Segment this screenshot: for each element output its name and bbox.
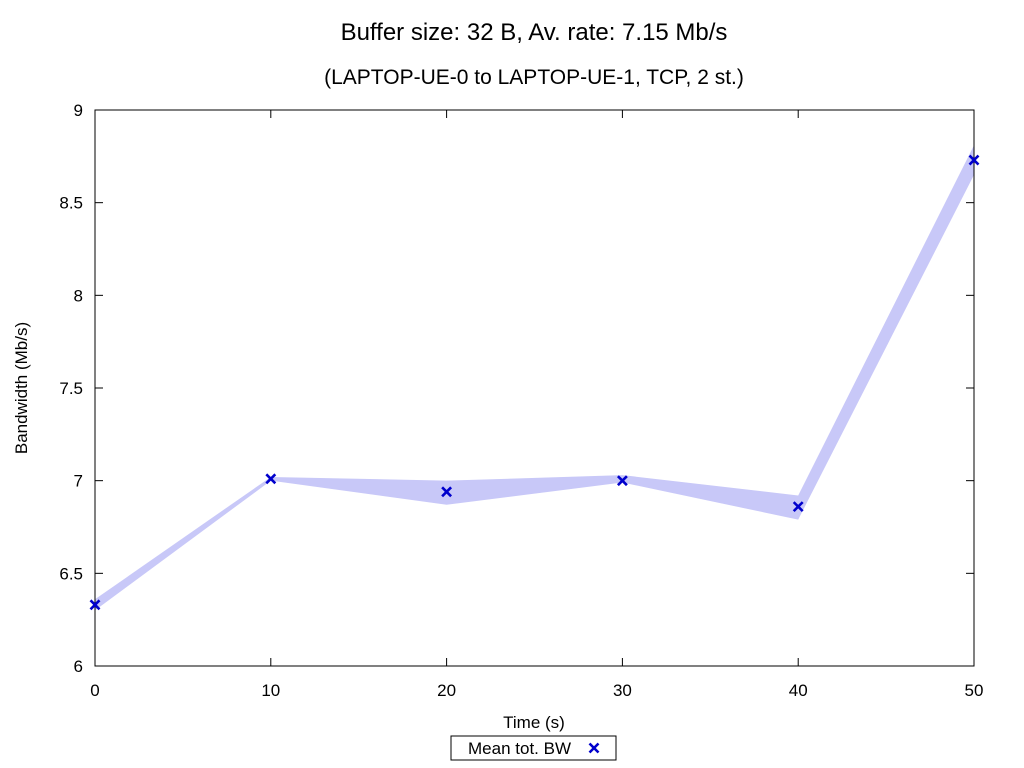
- y-tick-label: 9: [74, 101, 83, 120]
- x-axis-label: Time (s): [503, 713, 565, 732]
- marker-stroke: [265, 473, 277, 485]
- chart-title: Buffer size: 32 B, Av. rate: 7.15 Mb/s: [341, 19, 728, 46]
- band-area: [95, 145, 974, 611]
- x-tick-label: 10: [261, 681, 280, 700]
- legend: Mean tot. BW: [450, 735, 617, 761]
- series-mean-tot-bw: [89, 154, 980, 611]
- y-tick-label: 7.5: [59, 379, 83, 398]
- data-point: [792, 501, 804, 513]
- axis-ticks: [94, 109, 975, 667]
- data-point: [441, 486, 453, 498]
- confidence-band: [95, 145, 974, 611]
- marker-stroke: [441, 486, 453, 498]
- y-tick-label: 6.5: [59, 564, 83, 583]
- x-tick-label: 0: [90, 681, 99, 700]
- legend-marker: [588, 742, 600, 754]
- marker-stroke: [968, 154, 980, 166]
- y-tick-label: 6: [74, 657, 83, 676]
- x-tick-label: 30: [613, 681, 632, 700]
- x-tick-label: 50: [965, 681, 984, 700]
- data-point: [616, 475, 628, 487]
- y-tick-labels: 6 6.5 7 7.5 8 8.5 9: [59, 101, 83, 676]
- x-tick-label: 20: [437, 681, 456, 700]
- data-point: [89, 599, 101, 611]
- y-tick-label: 8: [74, 286, 83, 305]
- legend-marker-x: [588, 742, 600, 754]
- chart-subtitle: (LAPTOP-UE-0 to LAPTOP-UE-1, TCP, 2 st.): [324, 66, 744, 89]
- legend-label: Mean tot. BW: [468, 739, 571, 758]
- legend-box: [450, 735, 617, 761]
- marker-stroke: [588, 742, 600, 754]
- marker-stroke: [89, 599, 101, 611]
- y-tick-label: 8.5: [59, 194, 83, 213]
- plot-area-border: [94, 109, 975, 667]
- data-point: [265, 473, 277, 485]
- data-point: [968, 154, 980, 166]
- marker-stroke: [616, 475, 628, 487]
- y-tick-label: 7: [74, 472, 83, 491]
- x-tick-labels: 0 10 20 30 40 50: [90, 681, 983, 700]
- x-tick-label: 40: [789, 681, 808, 700]
- y-axis-label: Bandwidth (Mb/s): [12, 322, 31, 454]
- marker-stroke: [792, 501, 804, 513]
